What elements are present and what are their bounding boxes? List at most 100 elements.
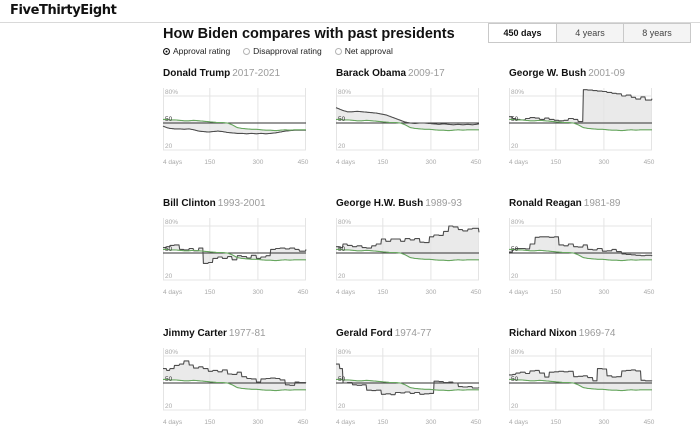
president-chart-richard-nixon: Richard Nixon 1969-74 80% 50 20 4 days 150 300 4… (509, 328, 655, 428)
x-axis-tick-label: 4 days (336, 289, 356, 296)
x-axis-tick-label: 450 (471, 159, 482, 166)
president-chart-donald-trump: Donald Trump 2017-2021 80% 50 20 4 days 150 300… (162, 68, 309, 168)
x-axis-tick-label: 150 (204, 289, 215, 296)
president-years: 1974-77 (394, 328, 432, 339)
difference-fill-area (509, 368, 652, 391)
y-axis-tick-label: 50 (165, 246, 173, 253)
fivethirtyeight-logo[interactable]: FiveThirtyEight (10, 3, 117, 18)
y-axis-tick-label: 50 (511, 246, 519, 253)
metric-radio-group: Approval rating Disapproval rating Net app… (163, 46, 696, 56)
president-name: Donald Trump (163, 68, 231, 79)
president-chart-ronald-reagan: Ronald Reagan 1981-89 80% 50 20 4 days 150 300 4… (509, 198, 655, 298)
y-axis-tick-label: 50 (511, 376, 519, 383)
chart-title: Jimmy Carter 1977-81 (163, 328, 306, 340)
difference-fill-area (509, 236, 652, 261)
y-axis-tick-label: 50 (165, 376, 173, 383)
x-axis-tick-label: 300 (598, 289, 609, 296)
difference-fill-area (336, 226, 479, 261)
difference-fill-area (336, 107, 479, 131)
y-axis-tick-label: 20 (165, 403, 173, 410)
radio-unselected-icon (334, 47, 342, 55)
top-nav-bar: FiveThirtyEight (0, 0, 700, 23)
x-axis-tick-label: 450 (471, 289, 482, 296)
x-axis-tick-label: 4 days (336, 159, 356, 166)
radio-unselected-icon (243, 47, 251, 55)
president-years: 1969-74 (578, 328, 616, 339)
president-approval-line (162, 125, 306, 135)
president-approval-line (509, 236, 653, 257)
x-axis-tick-label: 150 (550, 289, 561, 296)
president-years: 2009-17 (408, 68, 445, 79)
y-axis-tick-label: 80% (338, 89, 351, 96)
biden-approval-line (509, 118, 652, 132)
president-name: Bill Clinton (163, 198, 216, 209)
metric-radio-disapproval-rating[interactable]: Disapproval rating (243, 46, 322, 56)
y-axis-tick-label: 50 (338, 116, 346, 123)
metric-radio-net-approval[interactable]: Net approval (334, 46, 393, 56)
x-axis-tick-label: 450 (644, 159, 655, 166)
x-axis-tick-label: 150 (377, 289, 388, 296)
president-approval-line (163, 244, 307, 264)
president-name: Barack Obama (336, 68, 407, 79)
president-name: George H.W. Bush (336, 198, 424, 209)
president-approval-line (335, 107, 480, 126)
president-approval-line (336, 225, 480, 249)
biden-approval-line (509, 248, 652, 262)
president-name: George W. Bush (509, 68, 587, 79)
x-axis-tick-label: 4 days (163, 159, 183, 166)
president-approval-line (509, 89, 653, 123)
y-axis-tick-label: 20 (511, 403, 519, 410)
metric-radio-label: Disapproval rating (253, 46, 322, 56)
president-chart-george-w-bush: George W. Bush 2001-09 80% 50 20 4 days 150 300… (509, 68, 655, 168)
chart-title: Bill Clinton 1993-2001 (163, 198, 306, 210)
range-button-4-years[interactable]: 4 years (556, 24, 623, 42)
metric-radio-approval-rating[interactable]: Approval rating (163, 46, 230, 56)
x-axis-tick-label: 450 (298, 159, 309, 166)
range-button-8-years[interactable]: 8 years (623, 24, 690, 42)
president-chart-jimmy-carter: Jimmy Carter 1977-81 80% 50 20 4 days 150 300 45… (163, 328, 309, 428)
y-axis-tick-label: 20 (165, 273, 173, 280)
president-approval-line (163, 360, 307, 386)
x-axis-tick-label: 4 days (509, 289, 529, 296)
page-title: How Biden compares with past presidents (163, 26, 455, 42)
y-axis-tick-label: 20 (511, 273, 519, 280)
y-axis-tick-label: 80% (511, 349, 524, 356)
president-approval-line (509, 368, 653, 382)
president-chart-bill-clinton: Bill Clinton 1993-2001 80% 50 20 4 days 150 300… (163, 198, 309, 298)
y-axis-tick-label: 80% (338, 219, 351, 226)
chart-title: George H.W. Bush 1989-93 (336, 198, 479, 210)
president-years: 1993-2001 (217, 198, 266, 209)
president-approval-line (336, 363, 480, 396)
president-name: Ronald Reagan (509, 198, 582, 209)
chart-title: Barack Obama 2009-17 (336, 68, 479, 80)
x-axis-tick-label: 300 (425, 159, 436, 166)
radio-selected-icon (163, 47, 170, 55)
biden-approval-line (336, 378, 479, 392)
x-axis-tick-label: 4 days (163, 289, 183, 296)
president-name: Gerald Ford (336, 328, 393, 339)
x-axis-tick-label: 4 days (509, 159, 529, 166)
time-range-segmented-control: 450 days 4 years 8 years (488, 23, 691, 43)
president-years: 1981-89 (583, 198, 621, 209)
president-name: Richard Nixon (509, 328, 577, 339)
y-axis-tick-label: 50 (338, 376, 346, 383)
y-axis-tick-label: 20 (338, 273, 346, 280)
chart-title: Richard Nixon 1969-74 (509, 328, 652, 340)
x-axis-tick-label: 300 (252, 159, 263, 166)
main-content: How Biden compares with past presidents … (162, 23, 696, 426)
range-button-450-days[interactable]: 450 days (489, 24, 556, 42)
y-axis-tick-label: 80% (165, 219, 178, 226)
president-years: 2017-2021 (232, 68, 281, 79)
x-axis-tick-label: 300 (598, 159, 609, 166)
chart-title: Donald Trump 2017-2021 (163, 68, 306, 80)
metric-radio-label: Approval rating (173, 46, 231, 56)
